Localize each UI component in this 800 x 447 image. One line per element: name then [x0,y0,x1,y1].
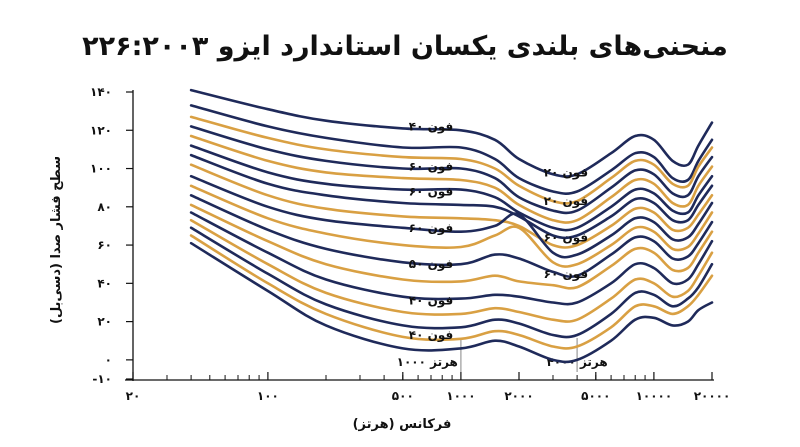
y-tick-label: ۰ [105,353,112,367]
curve-label: ۲۰ فون [544,165,588,180]
curve-label: ۲۰ فون [544,194,588,209]
y-tick-label: ۱۰۰ [90,162,112,176]
series-line [189,125,714,215]
x-tick-label: ۱۰۰۰ [446,389,475,403]
y-tick-label: ۱۲۰ [90,123,112,137]
series-line [189,218,714,323]
x-tick-label: ۲۰ [126,389,141,403]
series-line [189,234,714,350]
curve-label: ۶۰ فون [544,230,588,245]
axes: -۱۰ ۰ ۲۰ ۴۰ ۶۰ ۸۰ ۱۰۰ ۱۲۰ ۱۴۰ ۲۰ ۱۰۰ ۵۰۰ ۱۰۰۰ ۲۰۰۰ ۵۰۰… [90,85,730,403]
y-tick-label: ۸۰ [97,200,112,214]
x-axis-label: فرکانس (هرتز) [353,417,452,432]
curve-labels: ۴۰ فون ۶۰ فون ۶۰ فون ۶۰ فون ۵۰ فون ۴۰ فون ۴۰ ف… [409,119,588,343]
curve-label: ۶۰ فون [409,160,453,175]
series-line [189,115,714,205]
curve-label: ۴۰ فون [409,294,453,309]
x-tick-label: ۵۰۰ [392,389,414,403]
series-line [189,226,714,339]
y-tick-label: ۴۰ [97,276,112,290]
x-tick-label: ۲۰۰۰۰ [694,389,731,403]
y-tick-label: -۱۰ [92,372,112,386]
curve-label: ۶۰ فون [544,267,588,282]
y-tick-label: ۶۰ [97,238,112,252]
series-line [189,174,714,259]
series-line [189,144,714,232]
series-line [189,211,714,306]
series-line [189,194,714,279]
series-line [189,184,714,268]
reference-lines: ۱۰۰۰ هرتز ۴۰۰۰ هرتز [397,338,608,372]
series-line [189,153,714,240]
series-line [189,104,714,195]
x-tick-label: ۱۰۰ [257,389,279,403]
curve-label: ۶۰ فون [409,184,453,199]
curve-label: ۴۰ فون [409,119,453,134]
x-tick-label: ۵۰۰۰ [581,389,610,403]
series-layer [189,88,714,364]
curve-label: ۶۰ فون [409,221,453,236]
series-line [189,134,714,224]
curve-label: ۵۰ فون [409,257,453,272]
y-tick-label: ۱۴۰ [90,85,112,99]
y-axis-label: سطح فشار صدا (دسی‌بل) [49,156,64,324]
reference-label: ۱۰۰۰ هرتز [397,355,458,369]
x-tick-label: ۱۰۰۰۰ [636,389,673,403]
series-line [189,88,714,178]
series-line [189,203,714,290]
y-tick-label: ۲۰ [97,315,112,329]
series-line [189,241,714,364]
x-tick-label: ۲۰۰۰ [504,389,533,403]
reference-label: ۴۰۰۰ هرتز [546,355,607,369]
curve-label: ۴۰ فون [409,328,453,343]
chart-title: منحنی‌های بلندی یکسان استاندارد ایزو ۲۲۶… [82,31,728,62]
series-line [189,163,714,249]
